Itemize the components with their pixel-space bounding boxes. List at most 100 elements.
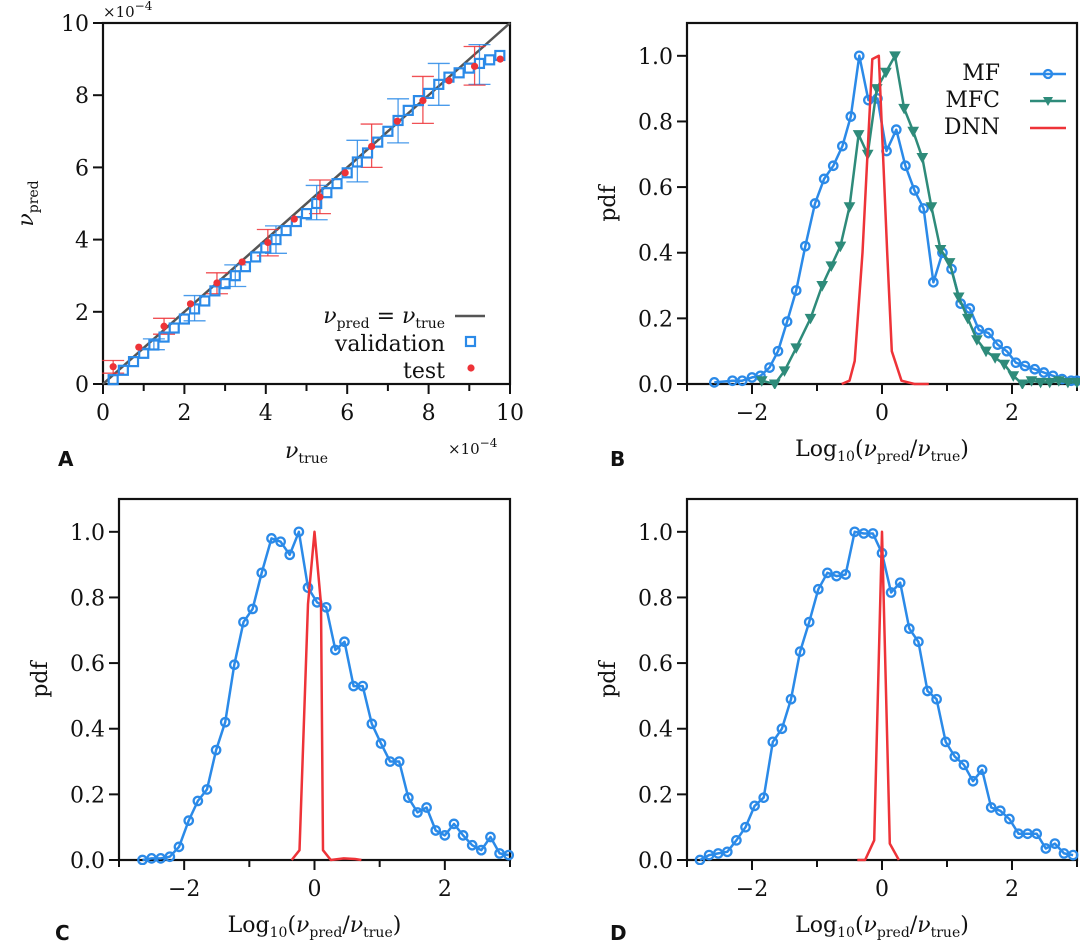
x-axis-label: νtrue bbox=[285, 439, 328, 467]
validation-point bbox=[311, 197, 323, 210]
data-point-mf bbox=[890, 124, 902, 136]
data-point-mf bbox=[457, 830, 469, 841]
data-point-mf bbox=[781, 316, 793, 327]
y-axis-label: pdf bbox=[596, 183, 621, 221]
data-point-mf bbox=[764, 362, 775, 373]
data-point-mf bbox=[393, 756, 405, 767]
data-point-mf bbox=[293, 526, 305, 538]
x-tick-label: 8 bbox=[422, 401, 436, 426]
validation-point bbox=[453, 67, 465, 79]
data-point-mf bbox=[958, 759, 970, 771]
data-point-mf bbox=[736, 375, 748, 387]
data-point-mf bbox=[1049, 838, 1061, 849]
legend-label-dnn: DNN bbox=[944, 115, 1000, 140]
panel-letter-b: B bbox=[610, 447, 625, 471]
validation-point bbox=[219, 278, 231, 290]
test-point bbox=[238, 258, 246, 266]
data-point-mf bbox=[790, 285, 802, 296]
data-point-mf bbox=[330, 644, 341, 656]
data-point-mfc bbox=[1034, 377, 1047, 389]
data-point-mfc bbox=[834, 241, 847, 253]
y-multiplier: ×10−4 bbox=[103, 0, 153, 21]
data-point-mf bbox=[900, 160, 911, 172]
validation-point bbox=[158, 331, 170, 343]
series-line-mf bbox=[714, 54, 1077, 384]
data-point-mf bbox=[992, 339, 1004, 350]
data-point-mf bbox=[1001, 345, 1013, 357]
series-line-dnn bbox=[857, 530, 900, 862]
validation-point bbox=[199, 295, 211, 307]
y-tick-label: 0.0 bbox=[638, 849, 673, 874]
data-point-mf bbox=[885, 587, 897, 598]
validation-point bbox=[300, 208, 313, 220]
data-point-mf bbox=[853, 50, 865, 62]
validation-point bbox=[138, 347, 150, 359]
validation-point bbox=[270, 234, 282, 246]
y-tick-label: 4 bbox=[75, 229, 89, 254]
data-point-mf bbox=[721, 846, 733, 858]
data-point-mfc bbox=[971, 335, 983, 346]
data-point-mf bbox=[256, 567, 268, 579]
x-tick-label: −2 bbox=[736, 401, 768, 426]
y-tick-label: 10 bbox=[61, 12, 89, 37]
data-point-mf bbox=[402, 792, 414, 803]
data-point-mf bbox=[485, 831, 496, 843]
y-tick-label: 2 bbox=[75, 301, 89, 326]
test-point bbox=[368, 142, 376, 151]
data-point-mf bbox=[976, 764, 988, 776]
data-point-mf bbox=[812, 583, 824, 595]
data-point-mf bbox=[845, 111, 857, 122]
data-point-mf bbox=[840, 569, 851, 580]
data-point-mfc bbox=[816, 281, 829, 292]
data-point-mf bbox=[266, 533, 277, 544]
data-point-mf bbox=[985, 802, 997, 813]
data-point-mf bbox=[201, 784, 213, 795]
y-axis-label: νpred bbox=[14, 180, 42, 226]
x-tick-label: 2 bbox=[177, 401, 191, 426]
test-point bbox=[290, 215, 298, 223]
validation-point bbox=[117, 364, 129, 376]
data-point-mfc bbox=[916, 153, 929, 164]
plot-frame bbox=[117, 497, 512, 862]
series-group bbox=[708, 50, 1080, 389]
x-tick-label: 4 bbox=[259, 401, 273, 426]
y-tick-label: 0.0 bbox=[70, 849, 105, 874]
legend-label-mfc: MFC bbox=[945, 88, 1000, 113]
legend-marker-validation bbox=[464, 335, 477, 348]
validation-point bbox=[188, 303, 201, 315]
x-tick-label: 6 bbox=[340, 401, 354, 426]
data-point-mf bbox=[785, 693, 797, 705]
data-point-mf bbox=[421, 802, 432, 813]
data-point-mf bbox=[238, 616, 249, 628]
y-tick-label: 0.4 bbox=[70, 718, 105, 743]
data-point-mfc bbox=[1052, 376, 1065, 387]
data-point-mf bbox=[913, 636, 924, 648]
y-axis-label: pdf bbox=[28, 659, 53, 697]
validation-point bbox=[168, 322, 180, 334]
y-tick-label: 6 bbox=[75, 156, 89, 181]
data-point-mf bbox=[772, 345, 784, 357]
validation-point bbox=[148, 339, 160, 351]
data-point-mf bbox=[740, 821, 751, 833]
validation-point bbox=[423, 87, 435, 99]
data-point-mf bbox=[173, 841, 185, 853]
legend-label-validation: validation bbox=[334, 332, 445, 357]
x-tick-label: −2 bbox=[736, 877, 768, 902]
data-point-mfc bbox=[825, 261, 838, 272]
validation-point bbox=[250, 251, 262, 263]
y-tick-label: 1.0 bbox=[638, 45, 673, 70]
test-point bbox=[393, 117, 401, 125]
data-point-mfc bbox=[907, 126, 920, 138]
test-point bbox=[419, 97, 427, 105]
y-tick-label: 0.4 bbox=[638, 718, 673, 743]
series-group bbox=[694, 526, 1079, 865]
data-point-mf bbox=[366, 718, 378, 730]
validation-point bbox=[229, 270, 241, 282]
data-point-mf bbox=[1038, 367, 1050, 378]
x-tick-label: 0 bbox=[96, 401, 110, 426]
data-point-mfc bbox=[1007, 371, 1020, 382]
data-point-mf bbox=[983, 327, 994, 339]
data-point-mfc bbox=[1016, 379, 1029, 389]
data-point-mf bbox=[694, 854, 706, 865]
data-point-mf bbox=[731, 834, 742, 846]
